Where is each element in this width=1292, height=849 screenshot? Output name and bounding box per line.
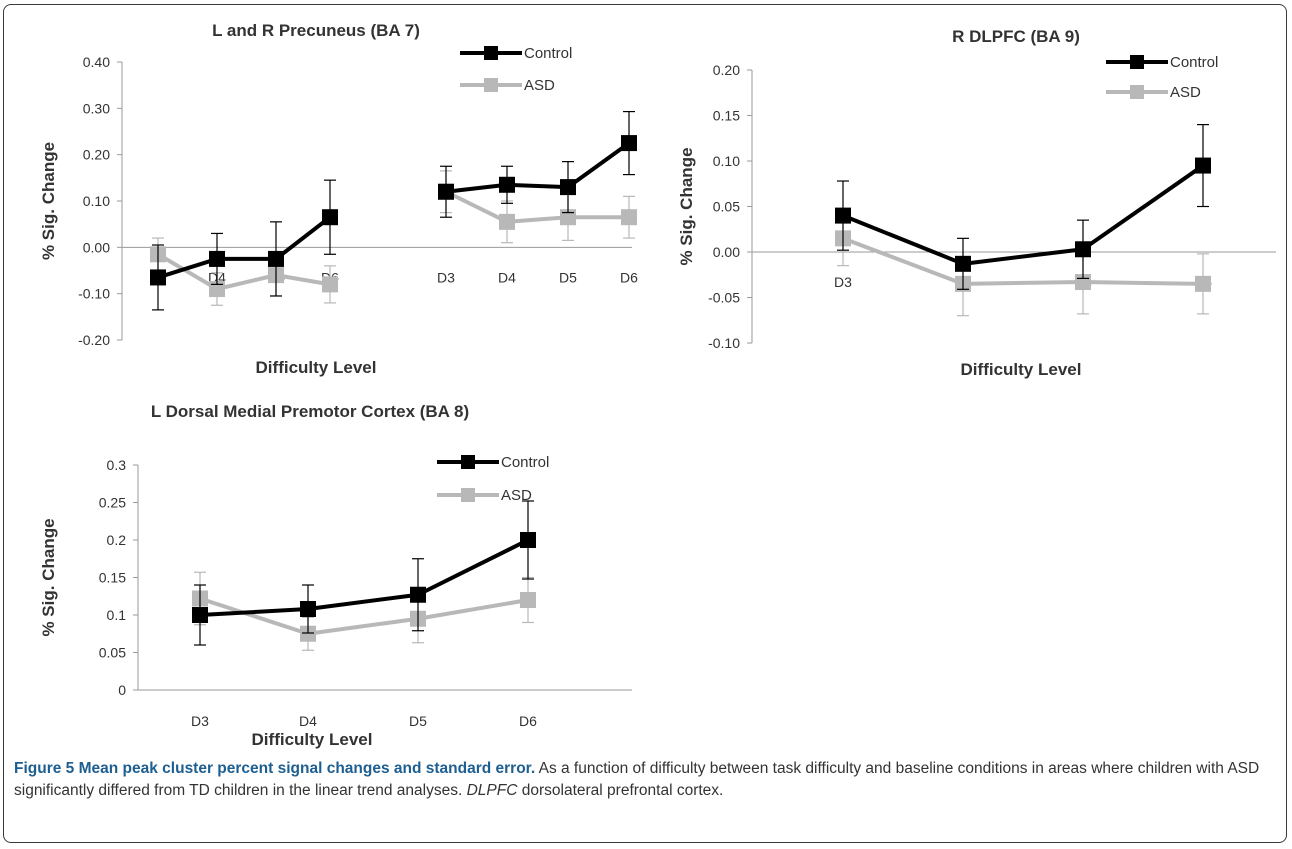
premotor-y-tick-label: 0 <box>118 682 126 698</box>
premotor-x-tick-label: D6 <box>519 713 537 729</box>
premotor-x-tick-label: D3 <box>191 713 209 729</box>
premotor-y-tick-label: 0.15 <box>99 570 126 586</box>
dlpfc-y-tick-label: 0.10 <box>713 153 740 169</box>
premotor-y-tick-label: 0.3 <box>107 457 127 473</box>
precuneus-x-tick-label: D4 <box>498 269 516 285</box>
premotor-asd-marker <box>300 625 316 642</box>
precuneus-control-marker <box>268 250 284 267</box>
caption-label: Figure 5 <box>14 760 75 777</box>
dlpfc-y-label: % Sig. Change <box>677 147 696 265</box>
precuneus-control-marker <box>621 135 637 152</box>
precuneus-control-marker <box>209 250 225 267</box>
precuneus-asd-marker <box>621 209 637 226</box>
dlpfc-legend-label: Control <box>1170 54 1218 71</box>
dlpfc-legend-marker <box>1130 55 1144 69</box>
premotor-title: L Dorsal Medial Premotor Cortex (BA 8) <box>151 402 469 421</box>
precuneus-y-tick-label: -0.20 <box>78 332 110 348</box>
dlpfc-asd-marker <box>1195 275 1211 292</box>
dlpfc-control-marker <box>1075 241 1091 258</box>
precuneus-y-tick-label: -0.10 <box>78 286 110 302</box>
precuneus-legend-label: ASD <box>524 77 555 94</box>
precuneus-y-tick-label: 0.00 <box>83 239 110 255</box>
premotor-control-marker <box>410 586 426 603</box>
precuneus-asd-marker <box>499 213 515 230</box>
precuneus-asd-line <box>445 189 629 224</box>
precuneus-y-tick-label: 0.40 <box>83 54 110 70</box>
premotor-x-label: Difficulty Level <box>252 730 373 749</box>
figure-charts: L and R Precuneus (BA 7) -0.20 -0.10 0.00 0.… <box>39 21 1276 749</box>
precuneus-control-marker <box>560 179 576 196</box>
caption-abbr-def: dorsolateral prefrontal cortex. <box>521 782 724 799</box>
precuneus-y-label: % Sig. Change <box>39 142 58 260</box>
dlpfc-y-tick-label: -0.10 <box>708 335 740 351</box>
precuneus-x-tick-label: D5 <box>559 269 577 285</box>
dlpfc-control-line <box>842 163 1205 266</box>
precuneus-x-tick-label: D3 <box>437 269 455 285</box>
precuneus-legend-label: Control <box>524 45 572 62</box>
dlpfc-control-marker <box>835 207 851 224</box>
precuneus-x-label: Difficulty Level <box>256 358 377 377</box>
precuneus-control-marker <box>499 176 515 193</box>
precuneus-legend-marker <box>484 46 498 60</box>
premotor-asd-marker <box>520 592 536 608</box>
premotor-legend-label: Control <box>501 454 549 471</box>
premotor-y-tick-label: 0.05 <box>99 645 126 661</box>
premotor-asd-line <box>199 596 529 636</box>
precuneus-control-marker <box>150 269 166 286</box>
premotor-control-line <box>199 538 529 617</box>
dlpfc-x-label: Difficulty Level <box>961 360 1082 379</box>
premotor-legend-marker <box>461 455 475 469</box>
premotor-legend-marker <box>461 488 475 502</box>
premotor-legend-label: ASD <box>501 487 532 504</box>
precuneus-y-tick-label: 0.10 <box>83 193 110 209</box>
precuneus-y-tick-label: 0.30 <box>83 100 110 116</box>
precuneus-asd-line <box>156 252 331 292</box>
dlpfc-y-tick-label: 0.20 <box>713 62 740 78</box>
precuneus-x-tick-label: D6 <box>620 269 638 285</box>
dlpfc-asd-line <box>842 236 1204 286</box>
dlpfc-y-tick-label: 0.05 <box>713 199 740 215</box>
dlpfc-y-tick-label: 0.00 <box>713 244 740 260</box>
premotor-y-label: % Sig. Change <box>39 518 58 636</box>
caption-title: Mean peak cluster percent signal changes… <box>78 760 536 777</box>
premotor-control-marker <box>300 601 316 617</box>
caption-abbr: DLPFC <box>466 782 518 799</box>
dlpfc-control-marker <box>955 255 971 272</box>
premotor-y-tick-label: 0.2 <box>107 532 127 548</box>
precuneus-asd-marker <box>209 281 225 298</box>
dlpfc-x-tick-label: D3 <box>834 274 852 290</box>
precuneus-asd-marker <box>560 209 576 226</box>
dlpfc-y-tick-label: 0.15 <box>713 108 740 124</box>
premotor-x-tick-label: D5 <box>409 713 427 729</box>
caption-text: As a function of difficulty between task… <box>14 760 1260 799</box>
dlpfc-legend-marker <box>1130 85 1144 99</box>
premotor-control-marker <box>192 607 208 623</box>
dlpfc-legend-label: ASD <box>1170 84 1201 101</box>
dlpfc-title: R DLPFC (BA 9) <box>952 27 1080 46</box>
premotor-control-marker <box>520 532 536 548</box>
dlpfc-control-marker <box>1195 157 1211 174</box>
precuneus-control-marker <box>438 183 454 200</box>
figure-caption: Figure 5 Mean peak cluster percent signa… <box>14 758 1276 802</box>
precuneus-control-line <box>157 215 332 280</box>
precuneus-asd-marker <box>322 276 338 293</box>
premotor-y-tick-label: 0.25 <box>99 495 126 511</box>
precuneus-legend-marker <box>484 78 498 92</box>
precuneus-control-line <box>445 141 631 194</box>
premotor-x-tick-label: D4 <box>299 713 317 729</box>
dlpfc-y-tick-label: -0.05 <box>708 290 740 306</box>
premotor-y-tick-label: 0.1 <box>107 607 127 623</box>
precuneus-y-tick-label: 0.20 <box>83 147 110 163</box>
precuneus-control-marker <box>322 209 338 226</box>
precuneus-title: L and R Precuneus (BA 7) <box>212 21 420 40</box>
figure-frame <box>3 4 1287 843</box>
